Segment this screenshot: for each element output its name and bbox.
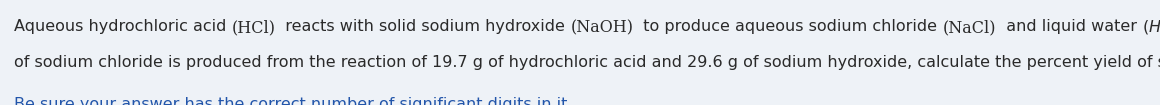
Text: Be sure your answer has the correct number of significant digits in it.: Be sure your answer has the correct numb… xyxy=(14,97,572,105)
Text: (NaOH): (NaOH) xyxy=(571,19,633,36)
Text: and liquid water: and liquid water xyxy=(996,19,1143,34)
Text: reacts with solid sodium hydroxide: reacts with solid sodium hydroxide xyxy=(275,19,571,34)
Text: Aqueous hydrochloric acid: Aqueous hydrochloric acid xyxy=(14,19,231,34)
Text: of sodium chloride is produced from the reaction of 19.7 g of hydrochloric acid : of sodium chloride is produced from the … xyxy=(14,55,1160,70)
Text: (NaCl): (NaCl) xyxy=(943,19,996,36)
Text: (HCl): (HCl) xyxy=(232,19,275,36)
Text: $(H_2O)$: $(H_2O)$ xyxy=(1143,19,1160,37)
Text: to produce aqueous sodium chloride: to produce aqueous sodium chloride xyxy=(633,19,943,34)
